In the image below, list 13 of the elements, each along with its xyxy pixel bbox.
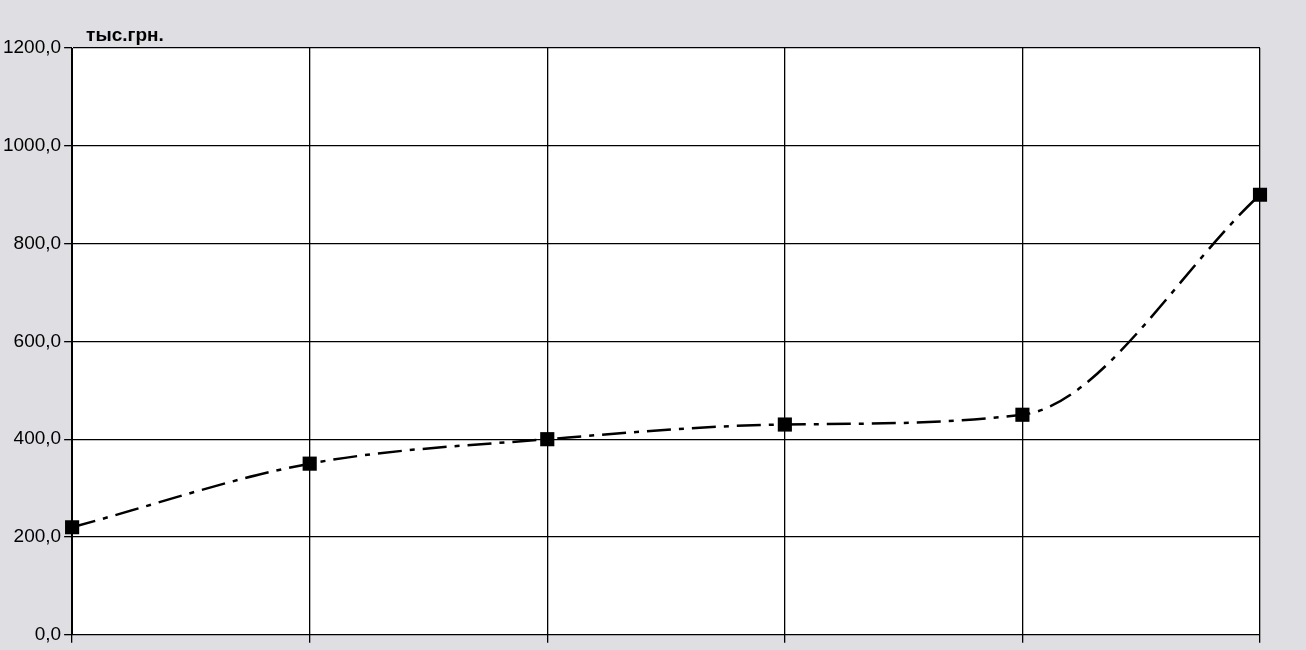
y-tick-label: 1000,0 — [2, 134, 62, 156]
point — [1252, 187, 1268, 202]
y-tick-label: 0,0 — [34, 623, 62, 645]
point — [1015, 407, 1030, 422]
point — [777, 417, 792, 432]
y-tick-label: 200,0 — [13, 525, 62, 547]
y-tick-label: 800,0 — [13, 231, 62, 253]
y-tick-label: 1200,0 — [2, 36, 62, 58]
point — [540, 432, 555, 447]
y-tick-label: 400,0 — [13, 427, 62, 449]
y-axis-title: тыс.грн. — [86, 23, 164, 45]
point — [302, 456, 317, 471]
y-tick-label: 600,0 — [13, 329, 62, 351]
